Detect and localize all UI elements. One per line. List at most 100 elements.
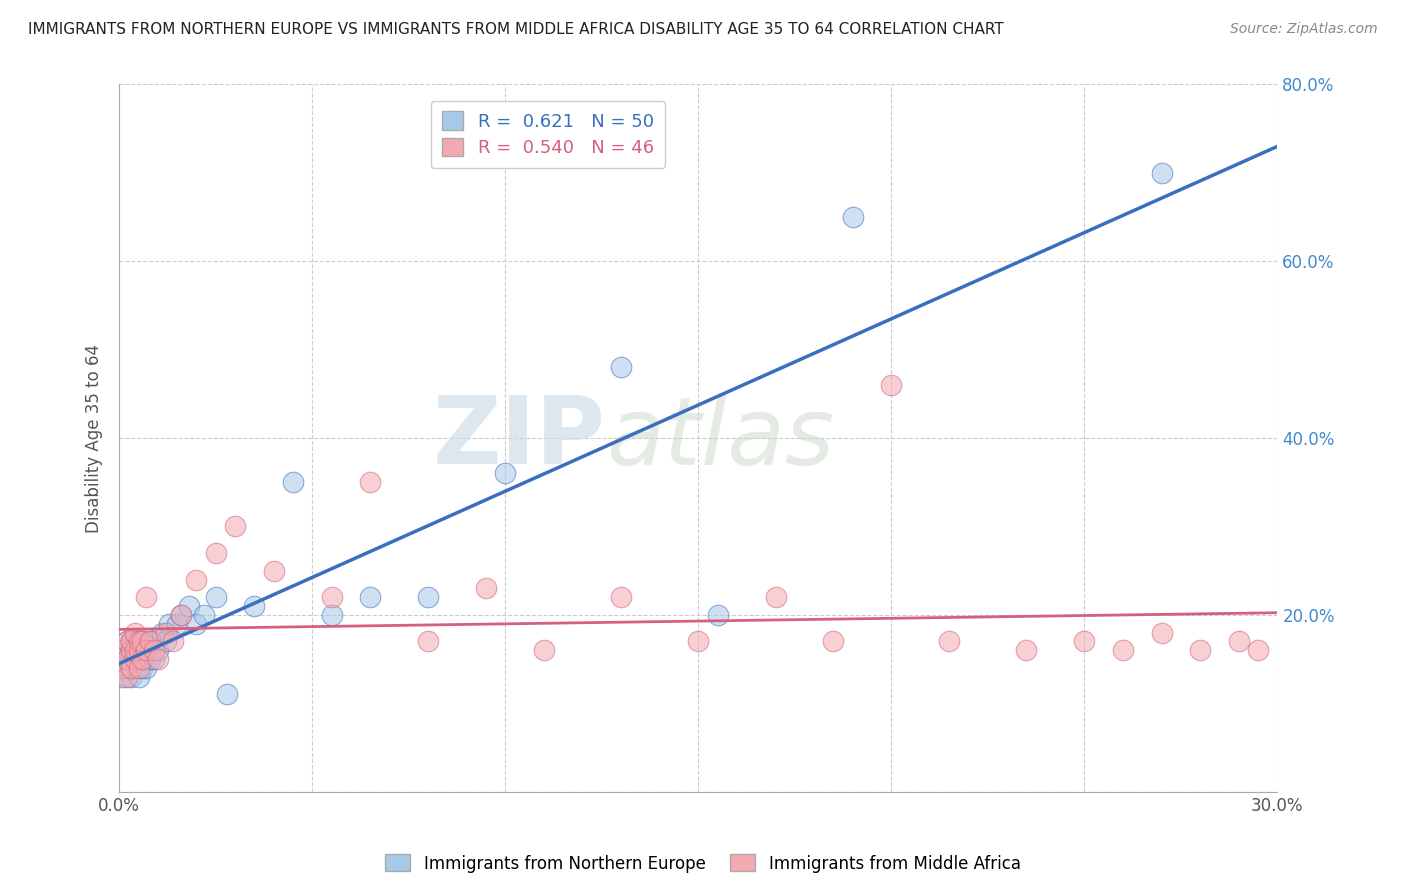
Point: [143, 652, 166, 666]
Point: [124, 661, 146, 675]
Point: [139, 634, 162, 648]
Point: [115, 670, 138, 684]
Point: [124, 652, 146, 666]
Point: [139, 652, 162, 666]
Point: [204, 591, 226, 605]
Point: [124, 652, 146, 666]
Point: [120, 643, 142, 657]
Point: [170, 607, 193, 622]
Point: [128, 643, 150, 657]
Point: [124, 643, 146, 657]
Point: [842, 210, 865, 224]
Point: [162, 634, 184, 648]
Point: [263, 564, 285, 578]
Point: [1112, 643, 1135, 657]
Point: [880, 378, 903, 392]
Point: [1189, 643, 1212, 657]
Point: [135, 643, 157, 657]
Point: [131, 652, 153, 666]
Legend: R =  0.621   N = 50, R =  0.540   N = 46: R = 0.621 N = 50, R = 0.540 N = 46: [430, 101, 665, 168]
Text: IMMIGRANTS FROM NORTHERN EUROPE VS IMMIGRANTS FROM MIDDLE AFRICA DISABILITY AGE : IMMIGRANTS FROM NORTHERN EUROPE VS IMMIG…: [28, 22, 1004, 37]
Point: [533, 643, 555, 657]
Point: [1150, 625, 1173, 640]
Point: [131, 634, 153, 648]
Point: [115, 643, 138, 657]
Point: [359, 475, 381, 490]
Point: [938, 634, 960, 648]
Point: [416, 634, 439, 648]
Point: [124, 634, 146, 648]
Point: [170, 607, 193, 622]
Point: [610, 591, 633, 605]
Point: [115, 652, 138, 666]
Point: [120, 634, 142, 648]
Point: [135, 661, 157, 675]
Point: [115, 652, 138, 666]
Point: [120, 661, 142, 675]
Point: [193, 607, 215, 622]
Point: [706, 607, 728, 622]
Text: ZIP: ZIP: [433, 392, 606, 484]
Point: [128, 661, 150, 675]
Point: [128, 652, 150, 666]
Point: [112, 661, 135, 675]
Point: [321, 607, 343, 622]
Point: [217, 688, 239, 702]
Point: [112, 643, 135, 657]
Point: [177, 599, 200, 613]
Point: [131, 634, 153, 648]
Point: [359, 591, 381, 605]
Point: [166, 616, 188, 631]
Point: [823, 634, 845, 648]
Point: [1015, 643, 1038, 657]
Point: [139, 634, 162, 648]
Point: [120, 670, 142, 684]
Point: [475, 582, 498, 596]
Point: [135, 643, 157, 657]
Point: [124, 643, 146, 657]
Point: [494, 467, 516, 481]
Point: [120, 634, 142, 648]
Point: [155, 634, 177, 648]
Point: [159, 616, 181, 631]
Point: [115, 634, 138, 648]
Point: [765, 591, 787, 605]
Point: [224, 519, 246, 533]
Point: [120, 643, 142, 657]
Point: [155, 625, 177, 640]
Point: [112, 670, 135, 684]
Point: [128, 634, 150, 648]
Point: [143, 634, 166, 648]
Y-axis label: Disability Age 35 to 64: Disability Age 35 to 64: [86, 343, 103, 533]
Point: [321, 591, 343, 605]
Point: [281, 475, 304, 490]
Text: Source: ZipAtlas.com: Source: ZipAtlas.com: [1230, 22, 1378, 37]
Point: [150, 625, 173, 640]
Point: [1247, 643, 1270, 657]
Text: atlas: atlas: [606, 392, 834, 483]
Point: [416, 591, 439, 605]
Point: [204, 546, 226, 560]
Point: [120, 652, 142, 666]
Point: [128, 634, 150, 648]
Point: [115, 661, 138, 675]
Point: [143, 643, 166, 657]
Point: [131, 661, 153, 675]
Point: [120, 661, 142, 675]
Point: [128, 643, 150, 657]
Point: [131, 643, 153, 657]
Point: [135, 591, 157, 605]
Point: [186, 616, 208, 631]
Point: [1227, 634, 1250, 648]
Point: [128, 670, 150, 684]
Point: [1073, 634, 1095, 648]
Point: [146, 652, 169, 666]
Point: [243, 599, 266, 613]
Point: [112, 643, 135, 657]
Point: [124, 625, 146, 640]
Point: [1150, 166, 1173, 180]
Point: [146, 643, 169, 657]
Point: [112, 652, 135, 666]
Point: [115, 634, 138, 648]
Point: [186, 573, 208, 587]
